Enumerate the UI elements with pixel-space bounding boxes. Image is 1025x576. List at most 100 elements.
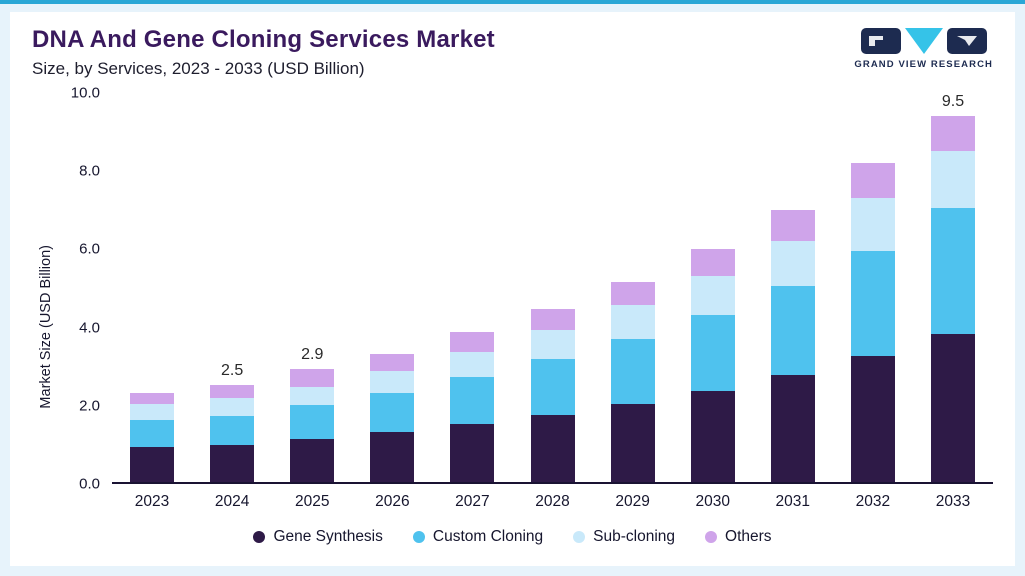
bar-segment xyxy=(610,305,655,340)
grand-view-research-logo: GRAND VIEW RESEARCH xyxy=(854,28,993,70)
logo-right-square xyxy=(946,28,987,54)
bar-segment xyxy=(290,386,335,405)
bar-segment xyxy=(690,275,735,315)
bar-segment xyxy=(290,405,335,440)
y-tick-label: 10.0 xyxy=(70,84,100,102)
x-tick-label: 2025 xyxy=(294,493,330,510)
bar-segment xyxy=(130,419,175,447)
legend-dot-icon xyxy=(573,531,586,543)
bar-segment xyxy=(610,281,655,306)
chart-area: Market Size (USD Billion) 0.0 2.0 4.0 6.0 8.… xyxy=(32,85,993,516)
bar-column-2028 xyxy=(512,93,592,482)
logo-left-glyph xyxy=(868,36,883,46)
legend-item: Gene Synthesis xyxy=(253,528,383,546)
bar-segment xyxy=(290,439,335,482)
logo-left-square xyxy=(860,28,901,54)
x-tick-label: 2032 xyxy=(855,493,891,510)
bar-column-2025: 2.9 xyxy=(272,93,352,482)
y-tick-label: 0.0 xyxy=(79,475,100,493)
bar-segment xyxy=(930,150,975,209)
bar-segment xyxy=(690,391,735,482)
bar-segment xyxy=(690,248,735,276)
chart-subtitle: Size, by Services, 2023 - 2033 (USD Bill… xyxy=(32,59,365,78)
bar-segment xyxy=(930,208,975,334)
x-tick-label: 2024 xyxy=(214,493,250,510)
bar-segment xyxy=(930,333,975,482)
bar-segment xyxy=(770,285,815,376)
bar-column-2031 xyxy=(753,93,833,482)
x-tick-label: 2028 xyxy=(535,493,570,510)
x-axis-ticks: 2023 2024 2025 2026 2027 2028 2029 2030 2031 2032… xyxy=(112,484,993,516)
bar-segment xyxy=(210,398,255,416)
legend-dot-icon xyxy=(253,531,266,543)
x-tick-label: 2023 xyxy=(134,493,170,510)
bar-segment xyxy=(370,392,415,433)
bar-total-label: 9.5 xyxy=(941,93,965,110)
bar-segment xyxy=(370,353,415,372)
y-tick-label: 6.0 xyxy=(79,240,100,258)
bar-segment xyxy=(450,376,495,425)
top-accent-bar xyxy=(0,0,1025,4)
bar-total-label: 2.5 xyxy=(221,361,244,379)
bar-segment xyxy=(610,404,655,482)
legend-dot-icon xyxy=(705,531,718,543)
chart-card: DNA And Gene Cloning Services Market Siz… xyxy=(10,12,1015,566)
bar-segment xyxy=(530,359,575,415)
bar-segment xyxy=(850,198,895,251)
legend: Gene Synthesis Custom Cloning Sub-cloning O… xyxy=(32,516,993,558)
bar-segment xyxy=(130,447,175,482)
x-tick-label: 2033 xyxy=(935,493,971,510)
header: DNA And Gene Cloning Services Market Siz… xyxy=(32,26,993,79)
legend-label: Sub-cloning xyxy=(593,528,676,545)
legend-label: Gene Synthesis xyxy=(273,528,383,545)
legend-dot-icon xyxy=(412,531,425,543)
bar-segment xyxy=(290,369,335,387)
bar-column-2029 xyxy=(593,93,673,482)
bar-segment xyxy=(610,339,655,405)
bar-column-2030 xyxy=(673,93,753,482)
legend-item: Custom Cloning xyxy=(412,528,544,546)
bar-segment xyxy=(370,371,415,393)
y-tick-label: 4.0 xyxy=(79,319,100,337)
x-tick-label: 2027 xyxy=(455,493,490,510)
bar-segment xyxy=(450,424,495,482)
bar-segment xyxy=(770,209,815,241)
bar-segment xyxy=(850,250,895,356)
chart-title: DNA And Gene Cloning Services Market xyxy=(32,26,495,53)
bar-segment xyxy=(770,240,815,286)
legend-item: Others xyxy=(705,528,772,546)
bar-total-label: 2.9 xyxy=(301,346,324,364)
y-axis-ticks: 0.0 2.0 4.0 6.0 8.0 10.0 xyxy=(60,85,112,493)
logo-triangle-icon xyxy=(904,28,943,54)
legend-label: Others xyxy=(725,528,772,545)
bar-column-2033: 9.5 xyxy=(913,93,993,482)
bar-segment xyxy=(530,308,575,331)
page-frame: DNA And Gene Cloning Services Market Siz… xyxy=(0,4,1025,576)
bar-column-2032 xyxy=(833,93,913,482)
y-tick-label: 8.0 xyxy=(79,162,100,180)
logo-icon xyxy=(860,28,987,54)
y-axis-label: Market Size (USD Billion) xyxy=(38,244,54,409)
bar-segment xyxy=(210,415,255,446)
bar-segment xyxy=(530,330,575,360)
bar-column-2023 xyxy=(112,93,192,482)
bar-segment xyxy=(690,314,735,392)
bar-segment xyxy=(850,163,895,199)
x-tick-label: 2031 xyxy=(775,493,811,510)
bar-segment xyxy=(130,392,175,405)
x-tick-label: 2029 xyxy=(615,493,650,510)
bar-column-2024: 2.5 xyxy=(192,93,272,482)
plot-area: 2.5 2.9 9.5 xyxy=(112,93,993,484)
bar-segment xyxy=(130,404,175,420)
legend-label: Custom Cloning xyxy=(432,528,544,545)
bar-segment xyxy=(850,355,895,482)
bar-segment xyxy=(530,414,575,482)
x-tick-label: 2030 xyxy=(695,493,730,510)
legend-item: Sub-cloning xyxy=(573,528,675,546)
logo-text: GRAND VIEW RESEARCH xyxy=(854,59,993,70)
bar-column-2027 xyxy=(432,93,512,482)
bar-segment xyxy=(450,351,495,377)
bar-segment xyxy=(930,116,975,151)
bar-segment xyxy=(770,375,815,482)
bar-segment xyxy=(210,384,255,399)
